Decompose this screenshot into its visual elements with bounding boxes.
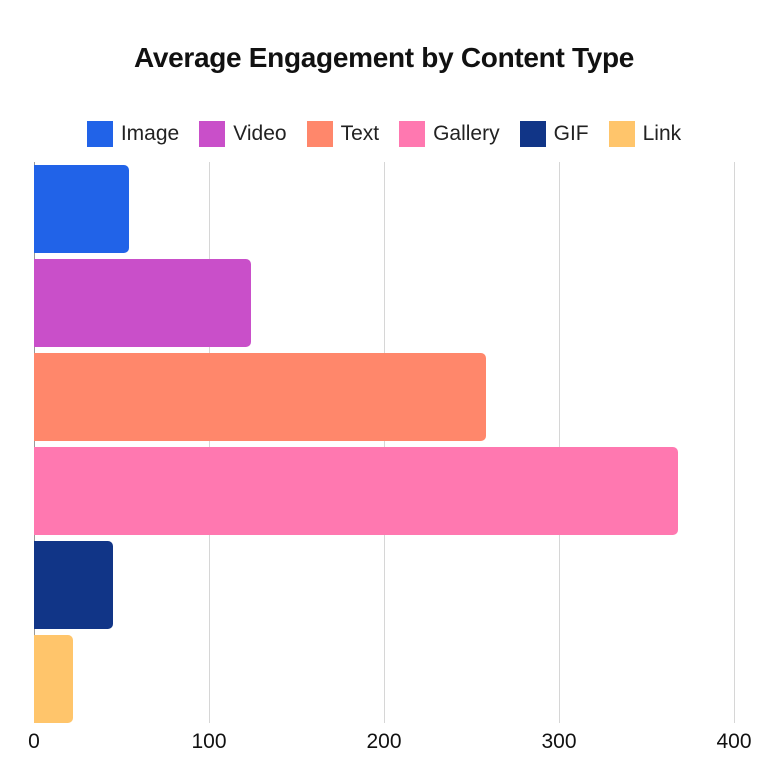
bar-link — [34, 635, 73, 723]
bar-gallery — [34, 447, 678, 535]
gridline-200 — [384, 162, 385, 723]
legend-item-link: Link — [608, 121, 682, 147]
legend-swatch-image — [86, 121, 113, 147]
legend-swatch-text — [306, 121, 333, 147]
y-axis-line — [34, 162, 35, 723]
bar-gif — [34, 541, 113, 629]
legend-item-gif: GIF — [519, 121, 589, 147]
bar-video — [34, 259, 251, 347]
legend-swatch-gif — [519, 121, 546, 147]
legend: Image Video Text Gallery GIF Link — [0, 121, 768, 147]
legend-label: Video — [233, 122, 287, 145]
legend-label: Image — [120, 122, 180, 145]
x-tick-200: 200 — [366, 730, 402, 753]
legend-swatch-video — [199, 121, 226, 147]
bar-image — [34, 165, 129, 253]
x-tick-100: 100 — [191, 730, 227, 753]
legend-swatch-link — [608, 121, 635, 147]
gridline-100 — [209, 162, 210, 723]
legend-item-gallery: Gallery — [399, 121, 500, 147]
legend-item-video: Video — [199, 121, 287, 147]
x-tick-400: 400 — [716, 730, 752, 753]
x-tick-0: 0 — [28, 730, 40, 753]
chart-title: Average Engagement by Content Type — [133, 42, 635, 73]
gridline-300 — [559, 162, 560, 723]
legend-label: Text — [340, 122, 380, 145]
legend-label: Gallery — [433, 122, 500, 145]
legend-item-image: Image — [86, 121, 180, 147]
legend-swatch-gallery — [399, 121, 426, 147]
plot-area — [34, 162, 735, 723]
legend-label: GIF — [553, 122, 589, 145]
gridline-400 — [734, 162, 735, 723]
legend-label: Link — [642, 122, 682, 145]
bar-text — [34, 353, 486, 441]
legend-item-text: Text — [306, 121, 380, 147]
x-tick-300: 300 — [541, 730, 577, 753]
